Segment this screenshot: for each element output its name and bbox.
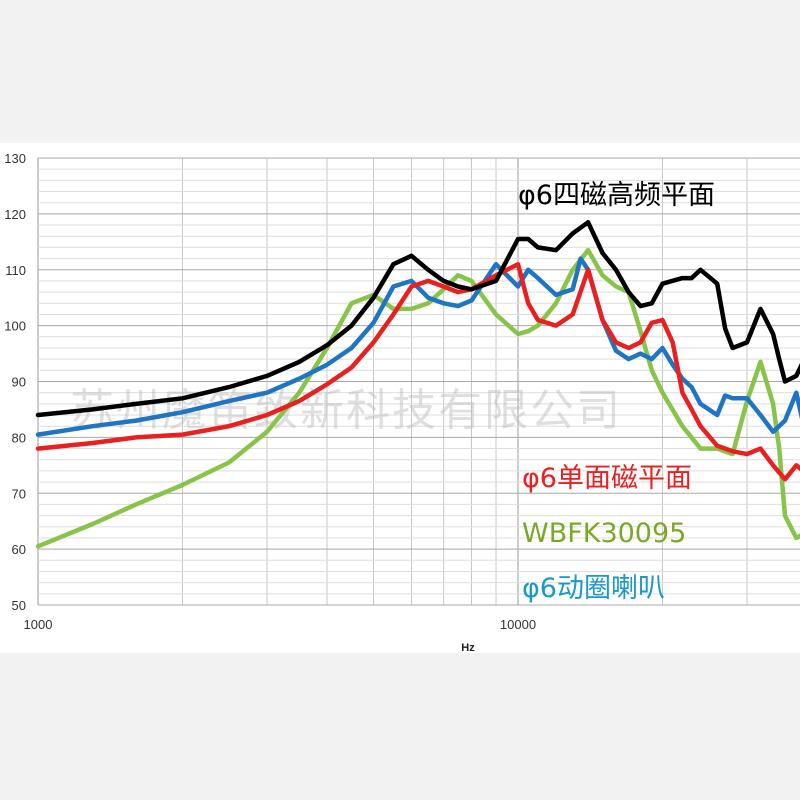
y-tick-label: 130 (4, 151, 26, 166)
series-label-phi6-dynamic-speaker: φ6动圈喇叭 (522, 573, 665, 604)
y-tick-label: 60 (12, 542, 26, 557)
y-tick-label: 90 (12, 375, 26, 390)
y-tick-label: 50 (12, 598, 26, 613)
series-label-phi6-single-magnet: φ6单面磁平面 (522, 463, 692, 494)
x-tick-label: 10000 (500, 617, 536, 632)
x-axis-label: Hz (461, 642, 475, 654)
series-line-phi6-four-magnet (35, 220, 800, 418)
grid (37, 157, 800, 606)
x-axis-ticks: 1000 10000 (24, 617, 537, 632)
y-tick-label: 80 (12, 430, 26, 445)
y-tick-label: 100 (4, 319, 26, 334)
y-tick-label: 70 (12, 486, 26, 501)
watermark: 苏州魔笛致新科技有限公司 (70, 385, 622, 436)
series-line-phi6-dynamic-speaker (35, 256, 800, 437)
y-axis-ticks: 50 60 70 80 90 100 110 120 130 (4, 151, 26, 613)
y-tick-label: 110 (5, 263, 26, 278)
series-label-wbfk30095: WBFK30095 (522, 518, 686, 549)
series-lines (35, 220, 800, 549)
series-line-wbfk30095 (35, 247, 800, 549)
series-line-phi6-single-magnet (35, 261, 800, 482)
x-tick-label: 1000 (24, 617, 53, 632)
series-label-phi6-four-magnet: φ6四磁高频平面 (518, 180, 715, 211)
y-tick-label: 120 (4, 207, 26, 222)
